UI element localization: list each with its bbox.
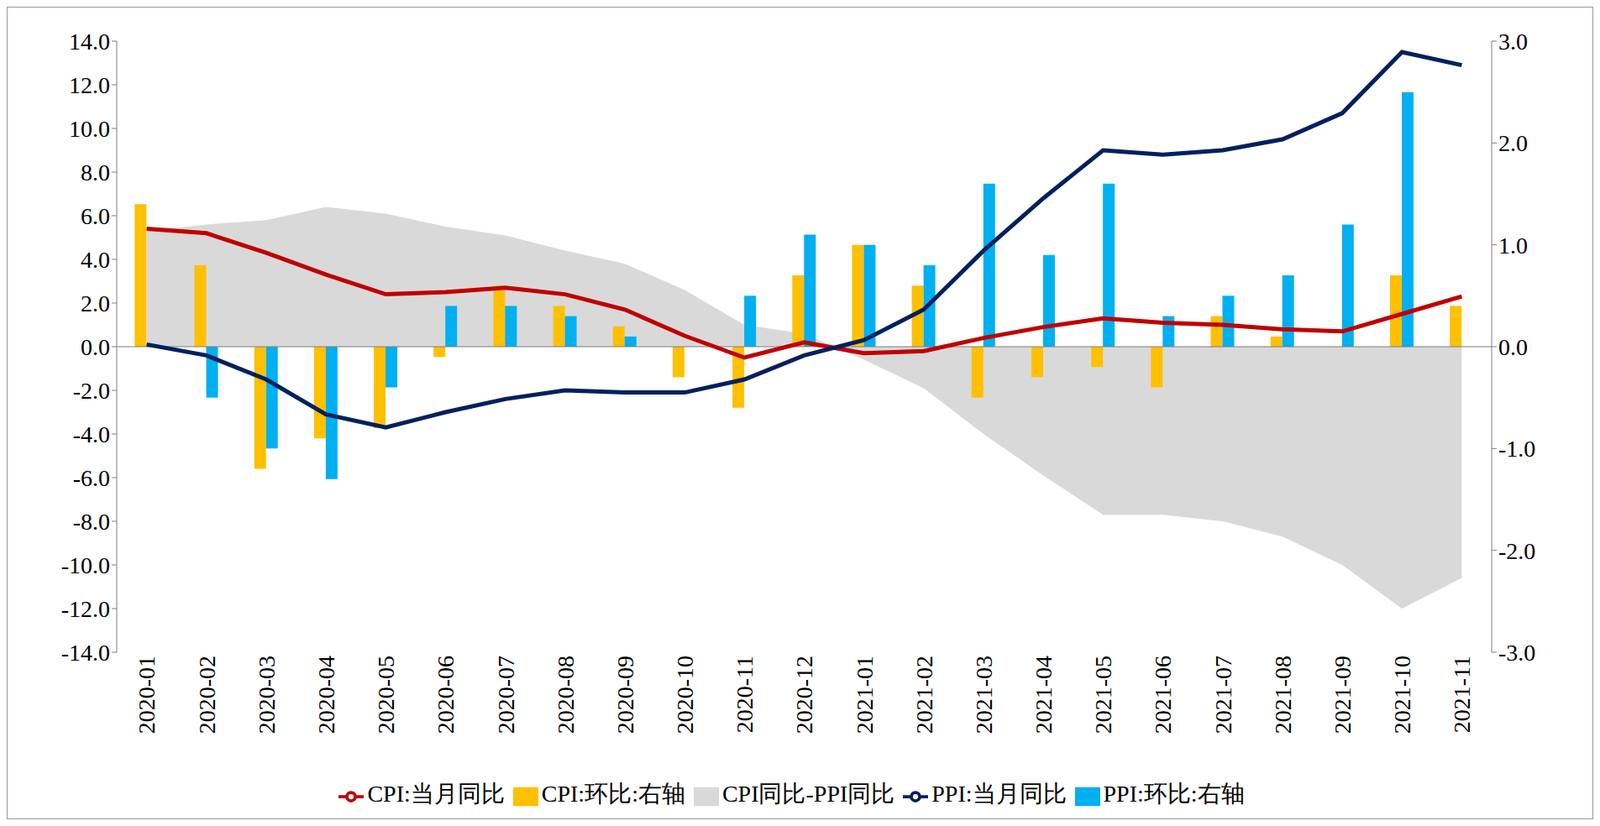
svg-text:2020-06: 2020-06 [432,655,459,735]
html-text:CPI同比-PPI同比: CPI同比-PPI同比 [722,781,895,808]
html-text:PPI:当月同比: PPI:当月同比 [931,781,1067,808]
svg-text:2021-11: 2021-11 [1448,655,1475,734]
svg-text:0.0: 0.0 [80,334,111,361]
svg-text:2021-08: 2021-08 [1269,655,1296,735]
svg-text:-2.0: -2.0 [73,377,111,404]
svg-text:12.0: 12.0 [68,72,111,99]
svg-text:2020-08: 2020-08 [552,655,579,735]
svg-text:2020-02: 2020-02 [194,655,221,735]
svg-text:0.0: 0.0 [1498,334,1528,361]
html-text:PPI:环比:右轴: PPI:环比:右轴 [1103,781,1245,808]
svg-text:3.0: 3.0 [1498,28,1528,55]
svg-text:-6.0: -6.0 [73,465,111,492]
svg-text:10.0: 10.0 [68,115,111,142]
html-text:CPI:环比:右轴: CPI:环比:右轴 [541,781,686,808]
svg-text:2020-07: 2020-07 [493,655,520,735]
svg-text:2.0: 2.0 [80,290,111,317]
svg-text:-14.0: -14.0 [61,640,111,667]
svg-text:2020-11: 2020-11 [731,655,758,734]
svg-text:2020-10: 2020-10 [671,655,698,735]
svg-text:2020-03: 2020-03 [253,655,280,735]
svg-text:-4.0: -4.0 [73,421,111,448]
svg-text:2020-01: 2020-01 [133,655,160,735]
svg-text:-12.0: -12.0 [61,596,111,623]
svg-text:2020-12: 2020-12 [791,655,818,735]
svg-text:2021-05: 2021-05 [1090,655,1117,735]
svg-text:6.0: 6.0 [80,203,111,230]
svg-text:-1.0: -1.0 [1498,435,1536,462]
svg-text:8.0: 8.0 [80,159,111,186]
svg-text:2.0: 2.0 [1498,130,1528,157]
svg-text:-8.0: -8.0 [73,508,111,536]
svg-text:2020-09: 2020-09 [612,655,639,735]
svg-text:14.0: 14.0 [68,28,111,55]
svg-text:2020-05: 2020-05 [372,655,399,735]
svg-text:2020-04: 2020-04 [313,655,340,735]
svg-text:-3.0: -3.0 [1498,640,1536,667]
svg-text:-2.0: -2.0 [1498,538,1536,565]
svg-text:2021-01: 2021-01 [851,655,878,735]
svg-text:2021-04: 2021-04 [1030,655,1057,735]
svg-text:2021-07: 2021-07 [1210,655,1237,735]
svg-text:4.0: 4.0 [80,246,111,273]
svg-text:2021-02: 2021-02 [911,655,938,735]
svg-text:2021-09: 2021-09 [1329,655,1356,735]
html-text:CPI:当月同比: CPI:当月同比 [367,781,505,808]
svg-text:2021-10: 2021-10 [1389,655,1416,735]
svg-text:2021-06: 2021-06 [1149,655,1176,735]
svg-text:1.0: 1.0 [1498,232,1528,259]
svg-text:2021-03: 2021-03 [970,655,997,735]
svg-text:-10.0: -10.0 [61,552,111,579]
